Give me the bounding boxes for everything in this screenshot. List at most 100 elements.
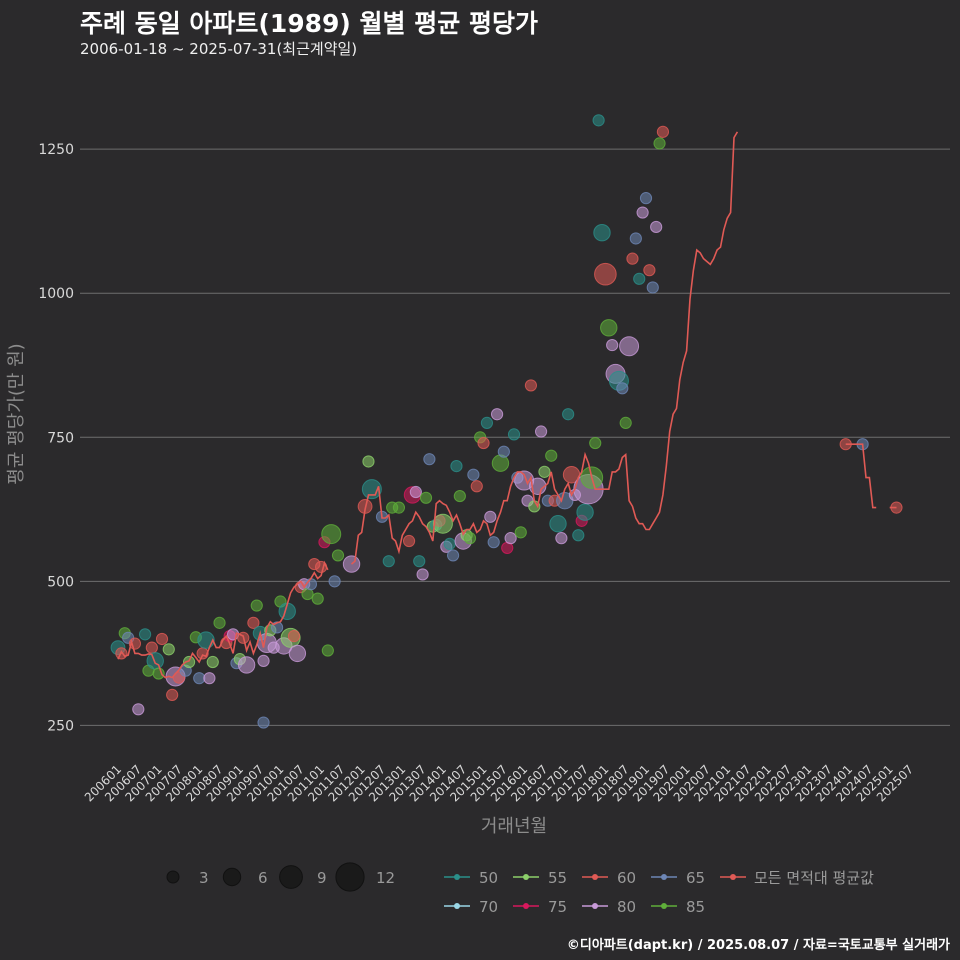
- data-point: [409, 485, 422, 499]
- data-point: [203, 672, 216, 685]
- y-tick-labels: 250 500 750 1000 1250: [38, 142, 74, 734]
- data-point: [600, 319, 618, 337]
- data-point: [288, 644, 307, 663]
- data-point: [311, 592, 324, 605]
- data-point: [197, 631, 215, 649]
- size-legend-label: 12: [376, 869, 395, 887]
- data-point: [524, 379, 538, 392]
- y-tick-label: 1000: [38, 286, 74, 302]
- size-legend-label: 6: [258, 869, 268, 887]
- data-point: [549, 515, 567, 533]
- data-point: [250, 599, 263, 612]
- data-point: [629, 232, 642, 245]
- size-legend-marker: [335, 862, 365, 892]
- y-tick-label: 1250: [38, 142, 74, 158]
- data-point: [477, 436, 490, 450]
- data-point: [206, 655, 219, 669]
- data-point: [490, 408, 504, 421]
- data-point: [653, 137, 666, 150]
- avg-legend-marker: [730, 874, 736, 880]
- y-tick-label: 750: [47, 430, 74, 446]
- y-tick-label: 250: [47, 718, 74, 734]
- data-point: [639, 192, 653, 205]
- data-point: [213, 616, 226, 629]
- data-point: [576, 503, 594, 521]
- size-legend-marker: [166, 870, 180, 884]
- color-legend-label: 60: [617, 869, 636, 887]
- size-legend-marker: [222, 867, 242, 887]
- data-point: [382, 555, 395, 568]
- data-point: [328, 575, 341, 588]
- data-point: [155, 632, 169, 646]
- data-point: [589, 436, 602, 450]
- data-point: [193, 672, 206, 685]
- data-point: [619, 336, 640, 357]
- data-point: [487, 536, 500, 549]
- data-point: [392, 501, 406, 514]
- data-point: [182, 655, 196, 669]
- data-point: [467, 468, 480, 481]
- chart-subtitle: 2006-01-18 ~ 2025-07-31(최근계약일): [80, 40, 358, 58]
- data-point: [626, 252, 639, 265]
- data-point: [443, 537, 456, 550]
- y-tick-label: 500: [47, 574, 74, 590]
- data-point: [470, 480, 483, 493]
- size-legend-label: 9: [317, 869, 327, 887]
- data-point: [504, 532, 517, 545]
- color-legend-label: 65: [686, 869, 705, 887]
- data-point: [562, 408, 575, 421]
- y-axis-label: 평균 평당가(만 원): [6, 343, 27, 484]
- average-line: [117, 131, 897, 679]
- data-point: [321, 524, 342, 545]
- data-point: [656, 125, 670, 138]
- color-legend-label: 75: [548, 898, 567, 916]
- data-point: [287, 630, 301, 643]
- data-point: [619, 416, 632, 429]
- data-point: [257, 654, 270, 667]
- data-point: [497, 445, 510, 458]
- data-point: [650, 220, 663, 234]
- color-legend-label: 55: [548, 869, 567, 887]
- data-points: [110, 114, 903, 729]
- data-point: [484, 510, 497, 523]
- data-point: [555, 532, 568, 545]
- data-point: [538, 465, 551, 478]
- data-point: [132, 703, 145, 716]
- data-point: [480, 416, 494, 429]
- data-point: [321, 644, 334, 657]
- data-point: [166, 688, 179, 701]
- data-point: [446, 549, 460, 562]
- color-legend-marker: [454, 903, 460, 909]
- data-point: [453, 489, 466, 503]
- size-legend-label: 3: [199, 869, 209, 887]
- color-legend-label: 80: [617, 898, 636, 916]
- data-point: [545, 449, 558, 462]
- data-point: [450, 460, 463, 473]
- color-legend-marker: [523, 903, 529, 909]
- color-legend-label: 70: [479, 898, 498, 916]
- color-legend-marker: [523, 874, 529, 880]
- data-point: [237, 656, 256, 674]
- data-point: [514, 526, 527, 539]
- color-legend-label: 50: [479, 869, 498, 887]
- data-point: [572, 529, 585, 542]
- size-legend-marker: [279, 865, 303, 889]
- data-point: [646, 281, 659, 294]
- data-point: [402, 534, 416, 548]
- color-legend-marker: [454, 874, 460, 880]
- data-point: [507, 428, 521, 441]
- data-point: [361, 479, 382, 500]
- data-point: [146, 652, 164, 670]
- data-point: [616, 382, 629, 395]
- data-point: [636, 206, 649, 219]
- x-axis-label: 거래년월: [481, 816, 547, 837]
- color-legend-marker: [592, 903, 598, 909]
- data-point: [606, 338, 619, 352]
- data-point: [331, 549, 345, 562]
- color-legend-marker: [661, 874, 667, 880]
- data-point: [534, 425, 548, 438]
- x-tick-labels: 2006012006072007012007072008012008072009…: [82, 762, 916, 804]
- data-point: [145, 641, 158, 654]
- data-point: [528, 477, 547, 495]
